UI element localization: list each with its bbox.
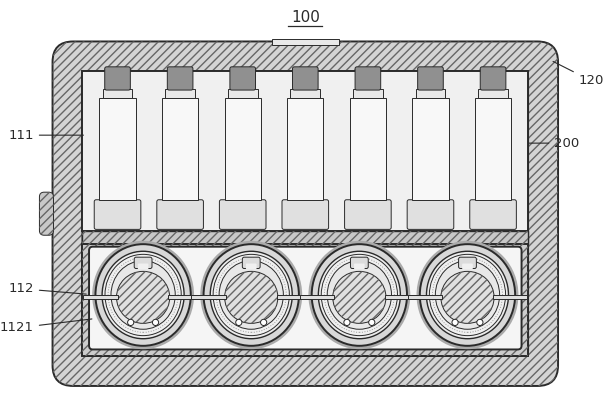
FancyBboxPatch shape bbox=[350, 257, 368, 269]
FancyBboxPatch shape bbox=[417, 67, 443, 90]
Bar bbox=[276, 295, 311, 299]
Circle shape bbox=[368, 319, 375, 325]
Bar bbox=[350, 98, 386, 200]
FancyBboxPatch shape bbox=[39, 192, 53, 235]
Circle shape bbox=[236, 319, 242, 325]
Bar bbox=[191, 295, 226, 299]
Ellipse shape bbox=[213, 254, 289, 336]
Bar bbox=[168, 295, 203, 299]
Bar bbox=[228, 89, 258, 98]
Ellipse shape bbox=[318, 251, 401, 339]
FancyBboxPatch shape bbox=[282, 200, 329, 229]
FancyBboxPatch shape bbox=[480, 67, 506, 90]
Bar bbox=[408, 295, 442, 299]
FancyBboxPatch shape bbox=[407, 200, 454, 229]
FancyBboxPatch shape bbox=[469, 200, 516, 229]
FancyBboxPatch shape bbox=[354, 264, 365, 269]
Ellipse shape bbox=[219, 261, 283, 329]
FancyBboxPatch shape bbox=[53, 42, 558, 386]
Ellipse shape bbox=[94, 242, 192, 347]
Ellipse shape bbox=[111, 261, 175, 329]
Bar bbox=[385, 295, 419, 299]
Bar bbox=[82, 244, 528, 356]
Text: 200: 200 bbox=[529, 137, 580, 150]
Bar bbox=[478, 89, 508, 98]
FancyBboxPatch shape bbox=[292, 67, 318, 90]
FancyBboxPatch shape bbox=[105, 67, 130, 90]
Ellipse shape bbox=[105, 254, 182, 336]
Bar bbox=[82, 71, 528, 231]
FancyBboxPatch shape bbox=[134, 257, 152, 269]
Bar bbox=[82, 231, 528, 244]
Bar bbox=[99, 98, 136, 200]
Bar bbox=[475, 98, 511, 200]
Text: 120: 120 bbox=[553, 61, 604, 87]
Ellipse shape bbox=[224, 271, 278, 323]
Ellipse shape bbox=[312, 244, 407, 346]
Bar bbox=[103, 89, 132, 98]
FancyBboxPatch shape bbox=[462, 264, 473, 269]
Ellipse shape bbox=[96, 244, 191, 346]
FancyBboxPatch shape bbox=[94, 200, 141, 229]
FancyBboxPatch shape bbox=[355, 67, 381, 90]
Ellipse shape bbox=[441, 271, 494, 323]
Ellipse shape bbox=[430, 254, 506, 336]
Bar bbox=[287, 98, 324, 200]
Bar bbox=[353, 89, 383, 98]
Ellipse shape bbox=[427, 251, 508, 339]
Circle shape bbox=[128, 319, 134, 325]
Bar bbox=[82, 244, 528, 356]
Bar bbox=[492, 295, 528, 299]
FancyBboxPatch shape bbox=[243, 257, 260, 269]
Ellipse shape bbox=[420, 244, 515, 346]
Ellipse shape bbox=[310, 242, 408, 347]
FancyBboxPatch shape bbox=[138, 264, 148, 269]
FancyBboxPatch shape bbox=[246, 264, 257, 269]
Ellipse shape bbox=[327, 261, 391, 329]
Text: 111: 111 bbox=[8, 129, 83, 142]
FancyBboxPatch shape bbox=[459, 257, 476, 269]
Bar bbox=[413, 98, 449, 200]
Text: 100: 100 bbox=[291, 10, 319, 24]
Bar bbox=[224, 98, 261, 200]
Ellipse shape bbox=[321, 254, 397, 336]
FancyBboxPatch shape bbox=[168, 67, 193, 90]
Bar bbox=[82, 231, 528, 244]
FancyBboxPatch shape bbox=[89, 247, 522, 349]
Ellipse shape bbox=[418, 242, 517, 347]
Ellipse shape bbox=[436, 261, 500, 329]
FancyBboxPatch shape bbox=[220, 200, 266, 229]
Ellipse shape bbox=[203, 244, 299, 346]
FancyBboxPatch shape bbox=[82, 71, 528, 356]
FancyBboxPatch shape bbox=[230, 67, 255, 90]
Ellipse shape bbox=[210, 251, 292, 339]
Circle shape bbox=[452, 319, 458, 325]
Text: 112: 112 bbox=[8, 282, 87, 295]
Bar bbox=[299, 295, 334, 299]
Ellipse shape bbox=[202, 242, 301, 347]
Circle shape bbox=[477, 319, 483, 325]
Ellipse shape bbox=[117, 271, 170, 323]
Bar bbox=[165, 89, 195, 98]
Circle shape bbox=[344, 319, 350, 325]
Circle shape bbox=[152, 319, 159, 325]
Text: 1121: 1121 bbox=[0, 319, 92, 334]
Bar bbox=[290, 89, 320, 98]
FancyBboxPatch shape bbox=[157, 200, 203, 229]
Ellipse shape bbox=[333, 271, 386, 323]
FancyBboxPatch shape bbox=[345, 200, 391, 229]
Bar bbox=[83, 295, 118, 299]
Bar bbox=[272, 39, 339, 45]
Bar bbox=[416, 89, 445, 98]
Circle shape bbox=[261, 319, 267, 325]
Bar bbox=[162, 98, 198, 200]
Ellipse shape bbox=[102, 251, 184, 339]
